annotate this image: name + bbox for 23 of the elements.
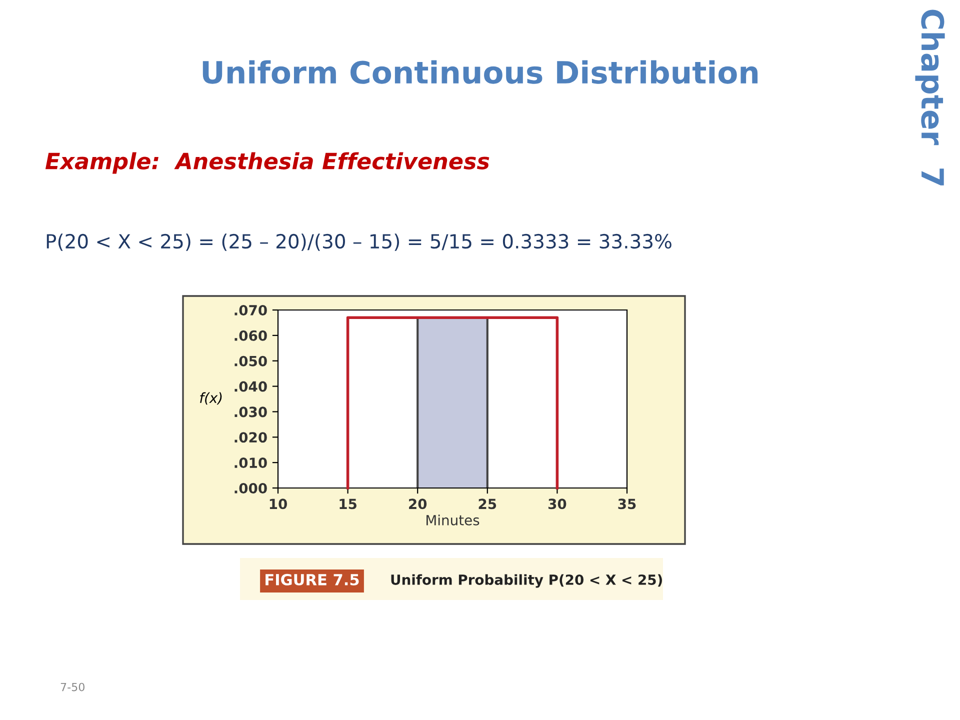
chart-subtitle: Example: Anesthesia Effectiveness — [45, 152, 490, 174]
text: Uniform Probability P(20 < X < 25) — [391, 574, 662, 588]
chart-title: Uniform Continuous Distribution — [202, 60, 758, 84]
y-tick-label: .030 — [234, 406, 267, 418]
x-tick-label: 15 — [340, 498, 356, 510]
y-tick-label: .000 — [234, 482, 267, 494]
x-tick-label: 20 — [409, 498, 427, 510]
text: P(20 < X < 25) = (25 – 20)/(30 – 15) = 5/15 = 0.3333 = 33.33% — [46, 234, 672, 251]
y-tick-label: .060 — [234, 330, 267, 341]
y-tick-label: .050 — [234, 356, 267, 366]
caption: FIGURE 7.5 — [266, 574, 359, 586]
x-axis-title: Minutes — [426, 514, 480, 526]
x-tick-label: 35 — [618, 498, 636, 510]
y-axis-title: f(x) — [200, 392, 222, 405]
text: 7-50 — [60, 682, 84, 692]
y-tick-label: .010 — [234, 458, 267, 468]
y-tick-label: .070 — [234, 304, 267, 316]
x-tick-label: 25 — [478, 498, 496, 510]
text: Chapter 7 — [915, 10, 945, 186]
x-tick-label: 10 — [270, 498, 287, 510]
y-tick-label: .040 — [234, 381, 267, 392]
x-tick-label: 30 — [548, 498, 566, 510]
y-tick-label: .020 — [234, 432, 267, 443]
